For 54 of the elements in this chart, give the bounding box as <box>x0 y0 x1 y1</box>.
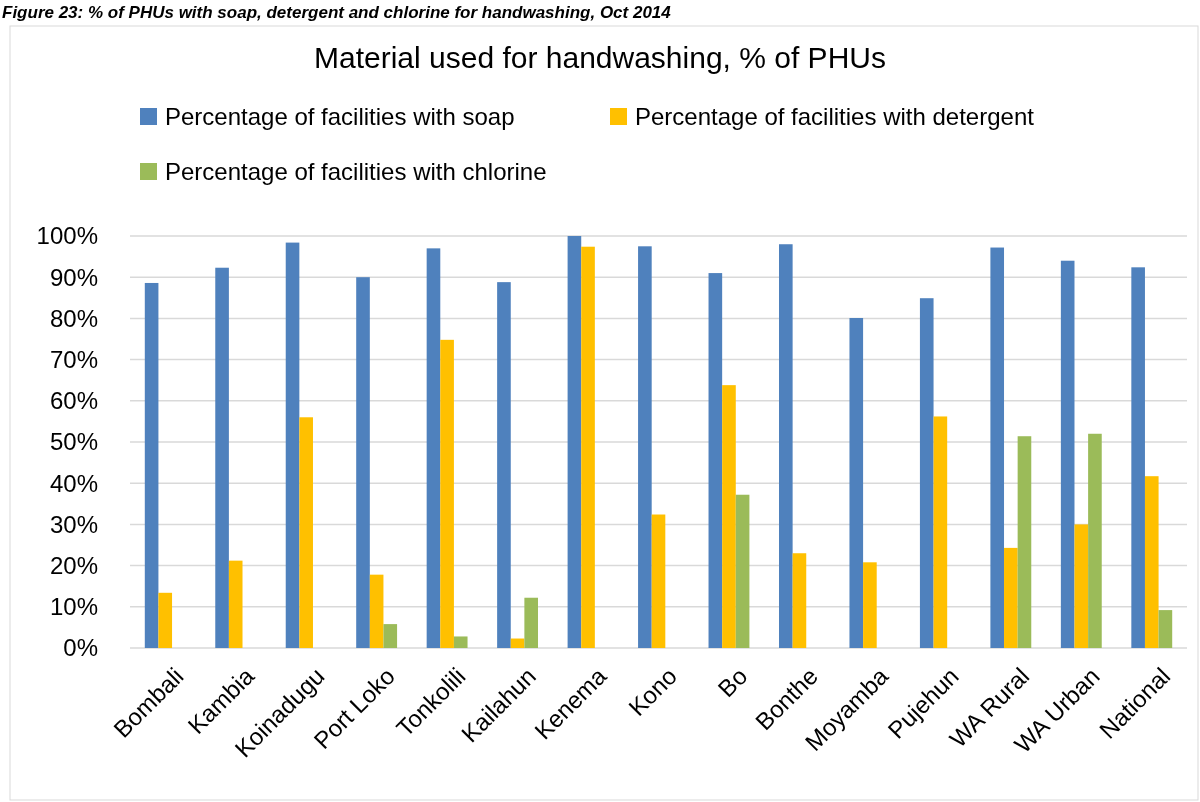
bar <box>792 553 807 648</box>
bar <box>1074 524 1089 648</box>
bar <box>1131 267 1145 648</box>
y-tick-label: 20% <box>49 552 98 579</box>
bar <box>144 282 159 648</box>
bar <box>158 592 173 648</box>
bar <box>1088 433 1102 648</box>
bar <box>453 636 468 648</box>
y-tick-label: 80% <box>49 304 98 332</box>
bar <box>919 298 934 648</box>
bar <box>849 317 864 648</box>
legend-label: Percentage of facilities with detergent <box>635 103 1035 130</box>
bar <box>708 273 723 648</box>
chart-title: Material used for handwashing, % of PHUs <box>314 41 886 74</box>
x-tick-label: Bo <box>712 662 753 703</box>
bar <box>933 416 948 648</box>
legend-label: Percentage of facilities with chlorine <box>165 158 547 185</box>
y-tick-label: 70% <box>49 346 98 373</box>
y-tick-label: 90% <box>49 263 98 291</box>
bar <box>356 277 370 648</box>
bar <box>863 562 877 648</box>
bar <box>735 494 750 648</box>
bar <box>440 339 454 648</box>
bar <box>497 282 511 648</box>
bar <box>651 514 666 648</box>
y-tick-label: 50% <box>49 428 98 456</box>
bar <box>990 247 1005 648</box>
caption: Figure 23: % of PHUs with soap, detergent and chlorine for handwashing, Oct 2014 <box>2 3 672 22</box>
bar <box>1158 610 1173 648</box>
y-tick-label: 100% <box>36 222 98 250</box>
bar <box>567 236 582 648</box>
bar <box>1004 547 1018 648</box>
y-tick-label: 40% <box>49 469 98 497</box>
bar <box>426 248 441 648</box>
bar <box>299 417 313 648</box>
y-tick-label: 60% <box>49 387 98 415</box>
bar <box>722 385 736 648</box>
bar <box>524 597 538 648</box>
bar <box>369 574 384 648</box>
bar <box>638 246 652 648</box>
legend-label: Percentage of facilities with soap <box>165 103 515 130</box>
bar <box>510 638 525 648</box>
y-tick-label: 0% <box>63 634 98 662</box>
bar <box>581 246 595 648</box>
bar <box>779 244 793 648</box>
bar <box>1144 476 1159 648</box>
bar <box>285 242 300 648</box>
bar <box>215 267 229 648</box>
y-tick-label: 10% <box>49 593 98 621</box>
bar <box>1017 436 1032 648</box>
bar <box>383 624 398 648</box>
y-tick-label: 30% <box>49 510 98 538</box>
bar <box>1060 260 1075 648</box>
bar <box>228 560 243 648</box>
